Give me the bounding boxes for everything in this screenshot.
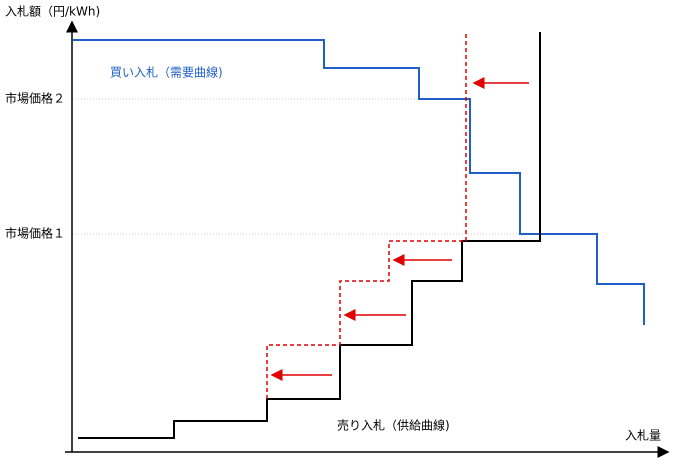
price-level-label: 市場価格１ xyxy=(5,226,65,241)
demand-curve xyxy=(73,39,645,325)
y-axis-label: 入札額（円/kWh) xyxy=(5,5,100,19)
supply-curve xyxy=(78,32,541,439)
shifted-supply-curve xyxy=(266,33,467,399)
demand-label: 買い入札（需要曲線) xyxy=(110,65,223,80)
supply-label: 売り入札（供給曲線) xyxy=(337,418,450,433)
price-level-label: 市場価格２ xyxy=(5,91,65,106)
x-axis-label: 入札量 xyxy=(625,429,661,443)
